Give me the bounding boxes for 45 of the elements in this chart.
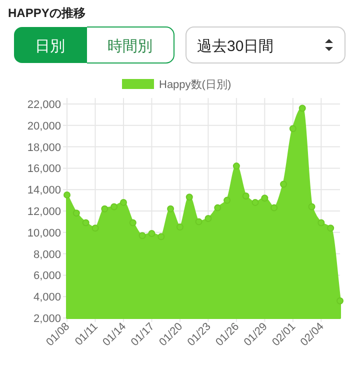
y-tick-label: 16,000 [27,163,61,176]
y-tick-label: 8,000 [33,248,61,261]
controls: 日別 時間別 過去30日間 [14,26,346,64]
point [308,203,316,210]
point [101,205,108,212]
y-tick-label: 18,000 [27,142,61,154]
point [252,198,259,206]
y-tick-label: 20,000 [27,120,61,132]
point [242,192,250,200]
point [176,224,184,231]
point [214,204,222,212]
point [318,219,325,226]
point [82,219,90,226]
point [280,180,288,188]
y-tick-label: 22,000 [27,99,61,111]
y-tick-label: 6,000 [33,270,61,282]
point [270,204,278,212]
point [64,191,70,198]
point [232,162,240,170]
point [148,230,156,237]
y-tick-label: 10,000 [27,227,61,240]
point [298,104,306,112]
point [186,194,193,201]
chart-title: HAPPYの推移 [8,6,86,20]
y-tick-label: 12,000 [27,206,61,218]
y-tick-label: 2,000 [33,313,61,325]
legend: Happy数(日別) [122,79,232,91]
point [261,194,268,202]
point [327,224,334,232]
point [224,196,231,204]
point [72,210,80,217]
point [204,214,212,222]
point [92,224,99,232]
point [289,125,296,132]
point [336,297,344,304]
point [195,218,202,226]
point [138,232,146,240]
point [120,198,127,206]
y-tick-label: 14,000 [27,184,61,197]
point [129,219,136,226]
point [110,203,118,210]
point [158,233,165,240]
point [167,205,174,212]
legend-label: Happy数(日別) [159,79,232,91]
y-tick-label: 4,000 [33,292,61,304]
